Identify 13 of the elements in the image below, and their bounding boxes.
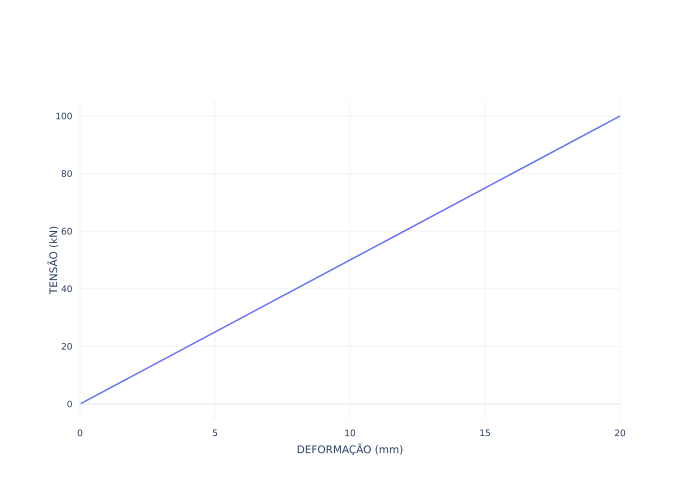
y-tick-label: 60 [62, 228, 72, 235]
x-tick-label: 5 [212, 430, 218, 436]
x-tick-label: 0 [78, 430, 82, 436]
y-tick-label: 100 [56, 112, 72, 120]
y-axis-title: TENSÃO (kN) [47, 226, 58, 294]
x-tick-label: 20 [614, 430, 626, 436]
x-axis-title: DEFORMAÇÃO (mm) [298, 444, 402, 456]
y-tick-label: 0 [67, 400, 72, 408]
x-tick-label: 10 [345, 430, 356, 436]
y-tick-label: 40 [62, 285, 72, 292]
y-tick-label: 20 [62, 343, 72, 350]
y-tick-label: 80 [62, 170, 72, 177]
x-tick-label: 15 [480, 430, 490, 436]
